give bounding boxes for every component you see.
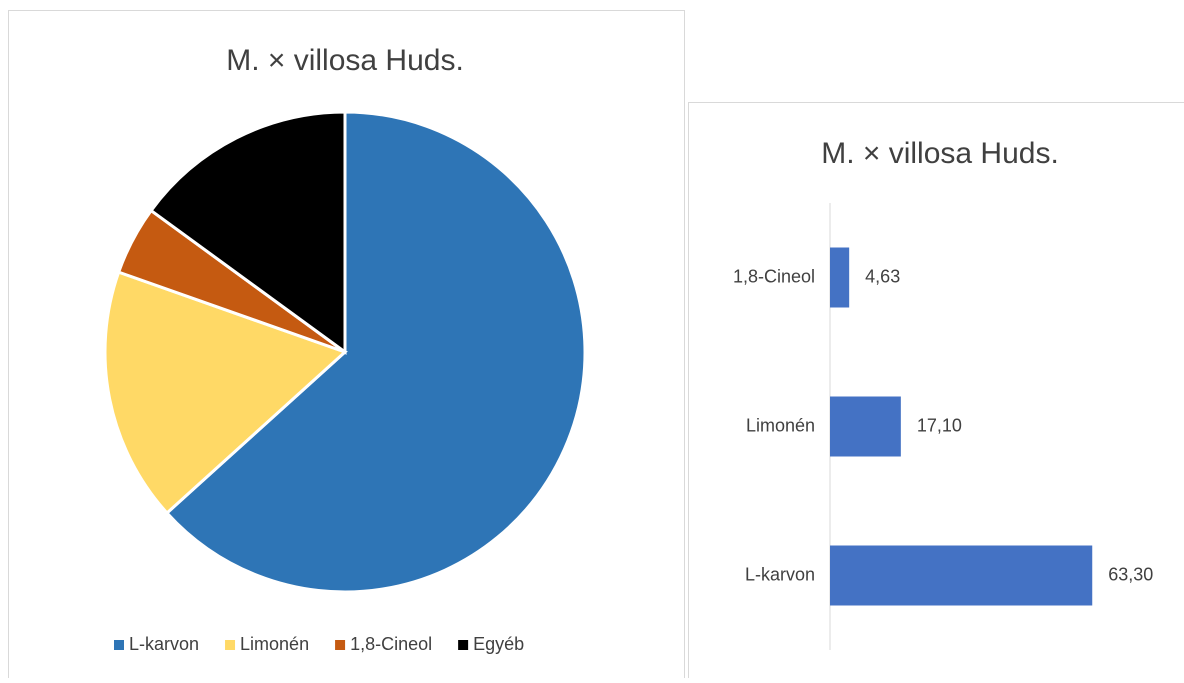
legend-label: Limonén: [240, 634, 309, 654]
legend-swatch: [458, 640, 468, 650]
chart-title: M. × villosa Huds.: [821, 137, 1059, 170]
legend-label: Egyéb: [473, 634, 524, 654]
data-label: 4,63: [865, 266, 900, 286]
data-label: 63,30: [1108, 564, 1153, 584]
bar: [830, 546, 1092, 606]
legend-label: 1,8-Cineol: [350, 634, 432, 654]
legend-label: L-karvon: [129, 634, 199, 654]
legend-swatch: [335, 640, 345, 650]
y-tick-label: Limonén: [746, 415, 815, 435]
y-tick-label: 1,8-Cineol: [733, 266, 815, 286]
legend-swatch: [225, 640, 235, 650]
data-label: 17,10: [917, 415, 962, 435]
bar: [830, 248, 849, 308]
legend-swatch: [114, 640, 124, 650]
y-tick-label: L-karvon: [745, 564, 815, 584]
chart-title: M. × villosa Huds.: [226, 44, 464, 77]
bar: [830, 397, 901, 457]
